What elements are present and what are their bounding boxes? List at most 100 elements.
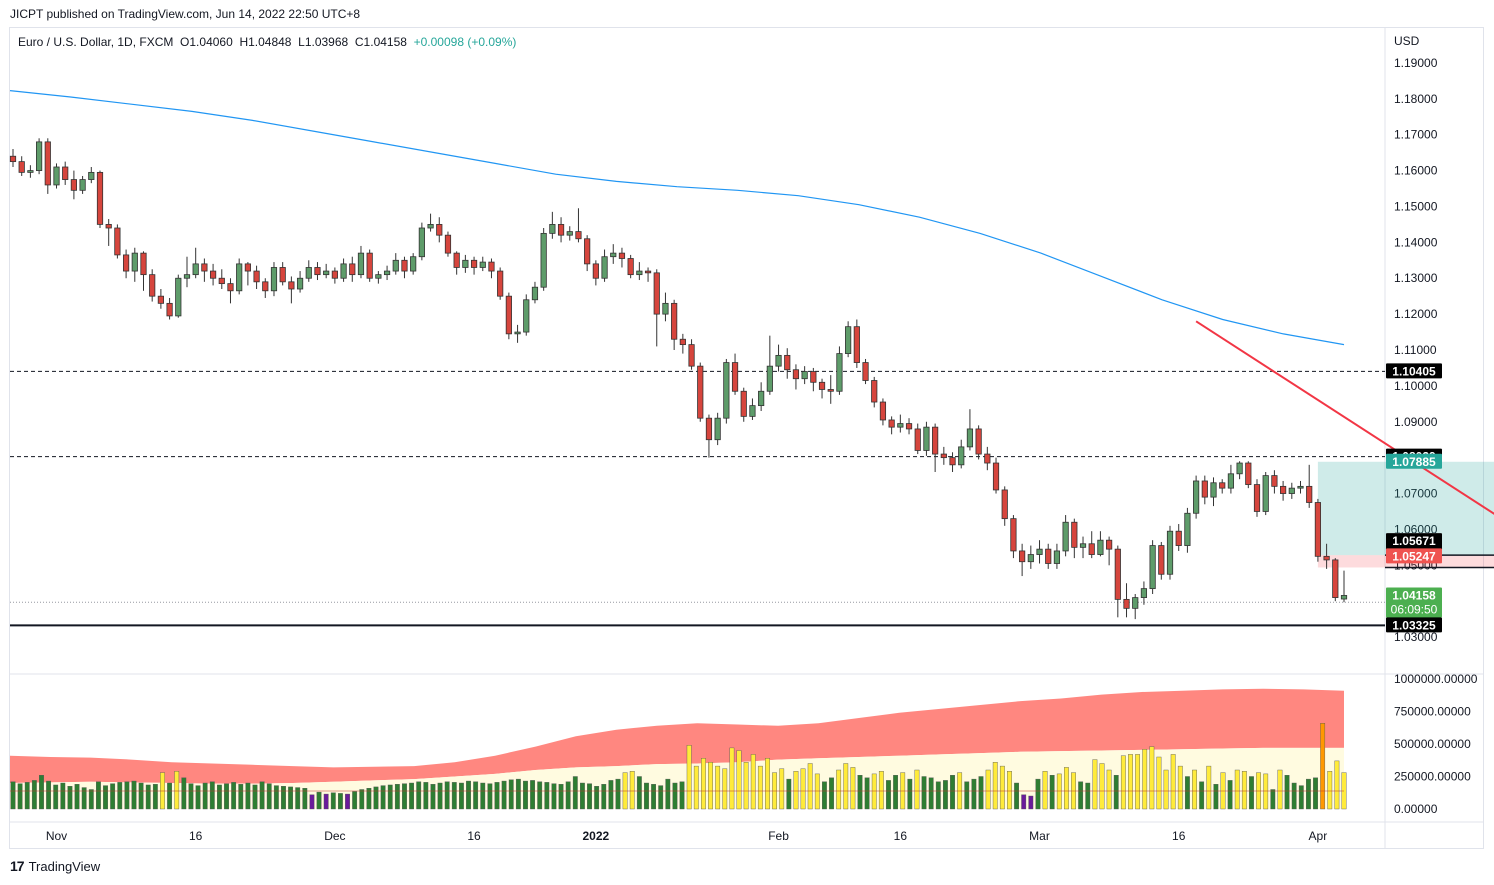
candle-body <box>175 277 182 317</box>
price-label-text: 1.05247 <box>1392 549 1436 563</box>
volume-bar <box>423 782 429 810</box>
volume-bar <box>928 777 934 810</box>
candle-body <box>296 277 304 290</box>
candle-body <box>114 227 121 256</box>
volume-bar <box>437 782 443 810</box>
volume-bar <box>1113 775 1119 810</box>
price-label-bg <box>1386 587 1442 618</box>
candle-body <box>818 381 826 390</box>
volume-bar <box>88 789 94 810</box>
volume-bar <box>352 791 358 810</box>
volume-bar <box>950 775 955 810</box>
time-tick-label: 2022 <box>583 829 610 843</box>
volume-bar <box>1035 778 1041 810</box>
price-label-bg <box>1386 453 1442 469</box>
volume-bar <box>409 782 414 810</box>
price-tick-label: 1.09000 <box>1394 415 1438 429</box>
volume-bar <box>459 782 464 810</box>
symbol-legend: Euro / U.S. Dollar, 1D, FXCM O1.04060 H1… <box>18 35 516 49</box>
volume-bar <box>530 780 535 810</box>
volume-bar <box>665 778 671 810</box>
candle-body <box>1175 530 1182 546</box>
candle-body <box>323 270 330 276</box>
candle-body <box>1132 597 1139 609</box>
volume-bar <box>1163 769 1169 810</box>
volume-bar <box>466 780 471 810</box>
candle-body <box>1340 595 1348 600</box>
candle-body <box>366 252 373 279</box>
volume-bar <box>1327 771 1333 810</box>
candle-body <box>1184 512 1191 546</box>
candle-body <box>975 428 982 455</box>
volume-bar <box>330 792 336 810</box>
candle-body <box>88 171 95 180</box>
volume-bar <box>921 776 927 810</box>
candle-body <box>244 263 251 272</box>
volume-bar <box>501 780 507 810</box>
volume-bar <box>17 783 23 810</box>
volume-bar <box>60 782 66 810</box>
candle-body <box>357 252 365 276</box>
candle-body <box>1106 539 1113 550</box>
volume-bar <box>722 768 728 810</box>
candle-body <box>401 259 408 272</box>
price-tick-label: 1.17000 <box>1394 128 1438 142</box>
candle-body <box>1166 530 1174 575</box>
chart-frame[interactable] <box>9 27 1484 849</box>
candles-group <box>9 138 1348 620</box>
volume-bar <box>402 783 407 810</box>
candle-body <box>166 302 173 317</box>
volume-bar <box>366 788 372 810</box>
volume-bar <box>907 778 913 810</box>
candle-body <box>505 295 512 335</box>
price-tick-label: 1.14000 <box>1394 235 1438 249</box>
volume-bar <box>288 786 293 810</box>
candle-body <box>1079 543 1087 548</box>
footer-brand[interactable]: 17 TradingView <box>10 858 100 874</box>
volume-bar <box>338 793 343 810</box>
volume-bar <box>935 781 941 810</box>
candle-body <box>940 453 947 459</box>
candle-body <box>340 263 347 279</box>
symbol-name[interactable]: Euro / U.S. Dollar, 1D, FXCM <box>18 35 174 49</box>
candle-body <box>923 426 930 451</box>
volume-bar <box>309 794 315 810</box>
volume-bar <box>943 780 948 810</box>
volume-bar <box>1120 755 1126 810</box>
candle-body <box>723 362 730 419</box>
candle-body <box>1323 555 1330 561</box>
candle-body <box>992 462 1000 491</box>
volume-bar <box>1007 771 1012 810</box>
candle-body <box>1010 518 1017 552</box>
candle-body <box>157 295 164 304</box>
legend-change: +0.00098 (+0.09%) <box>413 35 517 49</box>
candle-body <box>9 155 17 163</box>
volume-bar <box>217 784 222 810</box>
candle-body <box>1027 554 1034 563</box>
candle-body <box>253 270 260 283</box>
volume-bar <box>658 785 664 810</box>
volume-bar <box>451 782 457 810</box>
volume-bar <box>1298 785 1304 810</box>
volume-bar <box>736 750 742 810</box>
volume-bar <box>359 789 365 810</box>
volume-bar <box>444 781 450 810</box>
candle-body <box>70 179 77 191</box>
candle-body <box>888 419 895 428</box>
volume-bar <box>672 782 678 810</box>
candle-body <box>636 270 643 276</box>
volume-bar <box>686 745 692 810</box>
volume-bar <box>1092 759 1098 810</box>
price-label-1-05671: 1.05671 <box>1386 533 1442 549</box>
candle-body <box>662 302 669 315</box>
candle-body <box>531 286 539 301</box>
volume-bar <box>209 781 215 810</box>
volume-bar <box>1234 769 1240 810</box>
volume-bar <box>693 765 699 810</box>
time-tick-label: Apr <box>1309 829 1328 843</box>
price-label-1-03325: 1.03325 <box>1386 617 1442 633</box>
volume-bar <box>1128 754 1133 810</box>
candle-body <box>853 326 860 363</box>
candle-body <box>470 259 478 268</box>
